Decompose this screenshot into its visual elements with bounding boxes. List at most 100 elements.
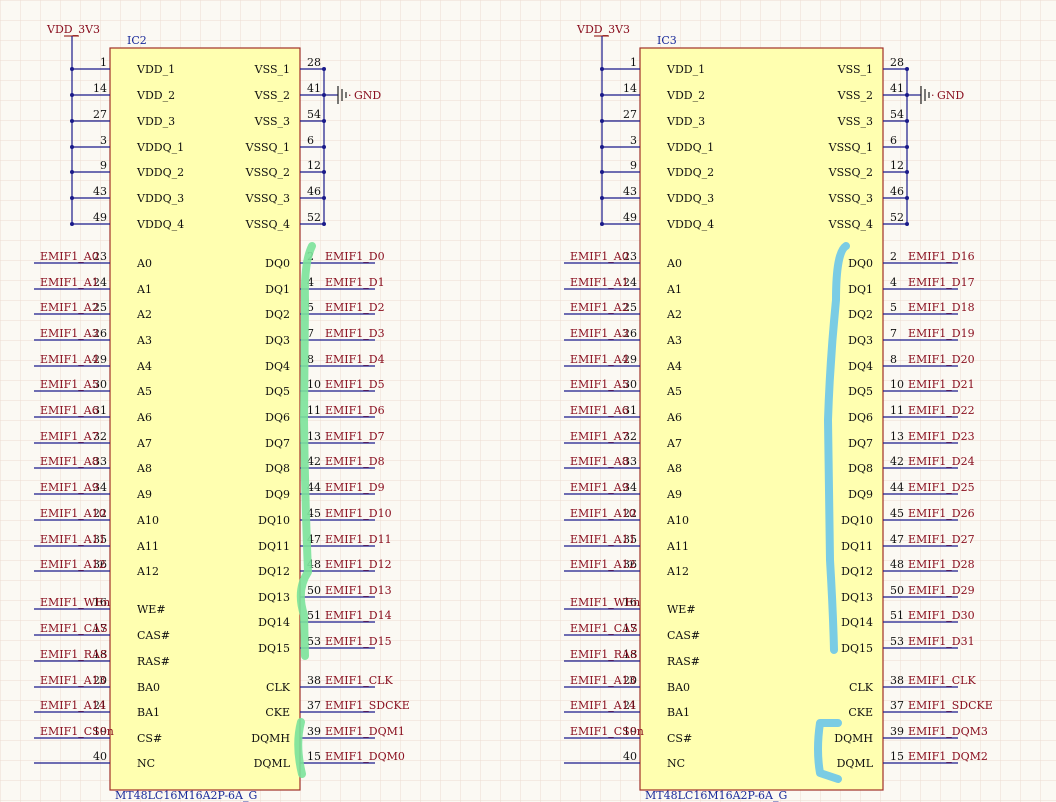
pin-right[interactable]: 54 VSS_3: [254, 108, 326, 128]
pin-right[interactable]: 28 VSS_1: [837, 56, 909, 76]
net-label[interactable]: EMIF1_CAS: [40, 622, 108, 635]
pin-right[interactable]: 45 DQ10 EMIF1_D10: [258, 507, 391, 527]
pin-left[interactable]: 25 A2 EMIF1_A2: [34, 301, 152, 321]
pin-left[interactable]: 19 CS# EMIF1_CS0n: [564, 725, 692, 745]
pin-left[interactable]: 9 VDDQ_2: [600, 159, 714, 179]
net-label[interactable]: EMIF1_D14: [325, 609, 392, 622]
pin-right[interactable]: 53 DQ15 EMIF1_D15: [258, 635, 391, 655]
net-label[interactable]: EMIF1_DQM2: [908, 750, 988, 763]
pin-right[interactable]: 12 VSSQ_2: [828, 159, 909, 179]
net-label[interactable]: EMIF1_D27: [908, 533, 975, 546]
pin-left[interactable]: 24 A1 EMIF1_A1: [564, 276, 682, 296]
pin-left[interactable]: 43 VDDQ_3: [70, 185, 184, 205]
net-label[interactable]: EMIF1_A4: [40, 353, 99, 366]
net-label[interactable]: EMIF1_D10: [325, 507, 392, 520]
pin-left[interactable]: 30 A5 EMIF1_A5: [564, 378, 682, 398]
net-label[interactable]: EMIF1_D18: [908, 301, 975, 314]
pin-right[interactable]: 38 CLK EMIF1_CLK: [266, 674, 393, 694]
net-label[interactable]: EMIF1_D24: [908, 455, 975, 468]
pin-left[interactable]: 27 VDD_3: [600, 108, 705, 128]
pin-right[interactable]: 28 VSS_1: [254, 56, 326, 76]
net-label[interactable]: EMIF1_D1: [325, 276, 385, 289]
pin-right[interactable]: 44 DQ9 EMIF1_D25: [848, 481, 974, 501]
pin-left[interactable]: 18 RAS# EMIF1_RAS: [564, 648, 700, 668]
pin-right[interactable]: 47 DQ11 EMIF1_D27: [841, 533, 974, 553]
net-label[interactable]: EMIF1_D0: [325, 250, 385, 263]
net-label[interactable]: EMIF1_D31: [908, 635, 975, 648]
pin-left[interactable]: 31 A6 EMIF1_A6: [34, 404, 152, 424]
pin-right[interactable]: 41 VSS_2: [837, 82, 909, 102]
pin-right[interactable]: 15 DQML EMIF1_DQM0: [254, 750, 405, 770]
net-label[interactable]: EMIF1_RAS: [570, 648, 638, 661]
pin-left[interactable]: 23 A0 EMIF1_A0: [34, 250, 152, 270]
net-label[interactable]: EMIF1_RAS: [40, 648, 108, 661]
pin-right[interactable]: 8 DQ4 EMIF1_D4: [265, 353, 384, 373]
net-label[interactable]: EMIF1_WEn: [40, 596, 110, 609]
pin-left[interactable]: 35 A11 EMIF1_A11: [34, 533, 159, 553]
net-label[interactable]: EMIF1_D3: [325, 327, 385, 340]
pin-right[interactable]: 42 DQ8 EMIF1_D8: [265, 455, 384, 475]
pin-right[interactable]: 5 DQ2 EMIF1_D18: [848, 301, 974, 321]
net-label[interactable]: EMIF1_A3: [570, 327, 629, 340]
net-label[interactable]: EMIF1_A1: [40, 276, 99, 289]
net-label[interactable]: EMIF1_A10: [40, 507, 106, 520]
pin-left[interactable]: 21 BA1 EMIF1_A14: [34, 699, 160, 719]
ic-body[interactable]: [109, 47, 301, 791]
net-label[interactable]: EMIF1_A7: [570, 430, 629, 443]
net-label[interactable]: EMIF1_A0: [40, 250, 99, 263]
pin-left[interactable]: 40 NC: [34, 750, 155, 770]
net-label[interactable]: EMIF1_D8: [325, 455, 385, 468]
pin-left[interactable]: 21 BA1 EMIF1_A14: [564, 699, 690, 719]
net-label[interactable]: EMIF1_D12: [325, 558, 392, 571]
pin-right[interactable]: 44 DQ9 EMIF1_D9: [265, 481, 384, 501]
ic-body[interactable]: [639, 47, 884, 791]
pin-right[interactable]: 7 DQ3 EMIF1_D19: [848, 327, 974, 347]
net-label[interactable]: EMIF1_CLK: [325, 674, 393, 687]
pin-left[interactable]: 29 A4 EMIF1_A4: [34, 353, 152, 373]
net-label[interactable]: EMIF1_D7: [325, 430, 385, 443]
pin-left[interactable]: 3 VDDQ_1: [600, 134, 714, 154]
net-label[interactable]: EMIF1_D2: [325, 301, 385, 314]
pin-right[interactable]: 48 DQ12 EMIF1_D28: [841, 558, 974, 578]
pin-right[interactable]: 46 VSSQ_3: [245, 185, 326, 205]
pin-left[interactable]: 14 VDD_2: [600, 82, 705, 102]
net-label[interactable]: EMIF1_DQM1: [325, 725, 405, 738]
net-label[interactable]: EMIF1_CS0n: [40, 725, 114, 738]
pin-left[interactable]: 34 A9 EMIF1_A9: [564, 481, 682, 501]
net-label[interactable]: EMIF1_WEn: [570, 596, 640, 609]
net-label[interactable]: EMIF1_A6: [570, 404, 629, 417]
net-label[interactable]: EMIF1_A5: [570, 378, 629, 391]
net-label[interactable]: EMIF1_A6: [40, 404, 99, 417]
net-label[interactable]: EMIF1_D30: [908, 609, 975, 622]
pin-right[interactable]: 54 VSS_3: [837, 108, 909, 128]
net-label[interactable]: EMIF1_D21: [908, 378, 975, 391]
pin-left[interactable]: 16 WE# EMIF1_WEn: [564, 596, 696, 616]
pin-left[interactable]: 27 VDD_3: [70, 108, 175, 128]
net-label[interactable]: EMIF1_D20: [908, 353, 975, 366]
pin-right[interactable]: 6 VSSQ_1: [245, 134, 326, 154]
pin-left[interactable]: 23 A0 EMIF1_A0: [564, 250, 682, 270]
pin-right[interactable]: 11 DQ6 EMIF1_D22: [848, 404, 974, 424]
pin-left[interactable]: 18 RAS# EMIF1_RAS: [34, 648, 170, 668]
pin-left[interactable]: 36 A12 EMIF1_A12: [564, 558, 689, 578]
net-label[interactable]: EMIF1_A8: [570, 455, 629, 468]
pin-right[interactable]: 15 DQML EMIF1_DQM2: [837, 750, 988, 770]
net-label[interactable]: EMIF1_D11: [325, 533, 392, 546]
net-label[interactable]: EMIF1_CS0n: [570, 725, 644, 738]
pin-right[interactable]: 2 DQ0 EMIF1_D16: [848, 250, 974, 270]
pin-left[interactable]: 16 WE# EMIF1_WEn: [34, 596, 166, 616]
pin-left[interactable]: 49 VDDQ_4: [70, 211, 184, 231]
net-label[interactable]: EMIF1_A5: [40, 378, 99, 391]
pin-right[interactable]: 37 CKE EMIF1_SDCKE: [265, 699, 409, 719]
net-label[interactable]: EMIF1_A2: [570, 301, 629, 314]
net-label[interactable]: EMIF1_D25: [908, 481, 975, 494]
pin-right[interactable]: 52 VSSQ_4: [245, 211, 326, 231]
net-label[interactable]: EMIF1_A9: [40, 481, 99, 494]
net-label[interactable]: EMIF1_D6: [325, 404, 385, 417]
net-label[interactable]: EMIF1_SDCKE: [325, 699, 410, 712]
net-label[interactable]: EMIF1_D13: [325, 584, 392, 597]
pin-left[interactable]: 19 CS# EMIF1_CS0n: [34, 725, 162, 745]
net-label[interactable]: EMIF1_CAS: [570, 622, 638, 635]
